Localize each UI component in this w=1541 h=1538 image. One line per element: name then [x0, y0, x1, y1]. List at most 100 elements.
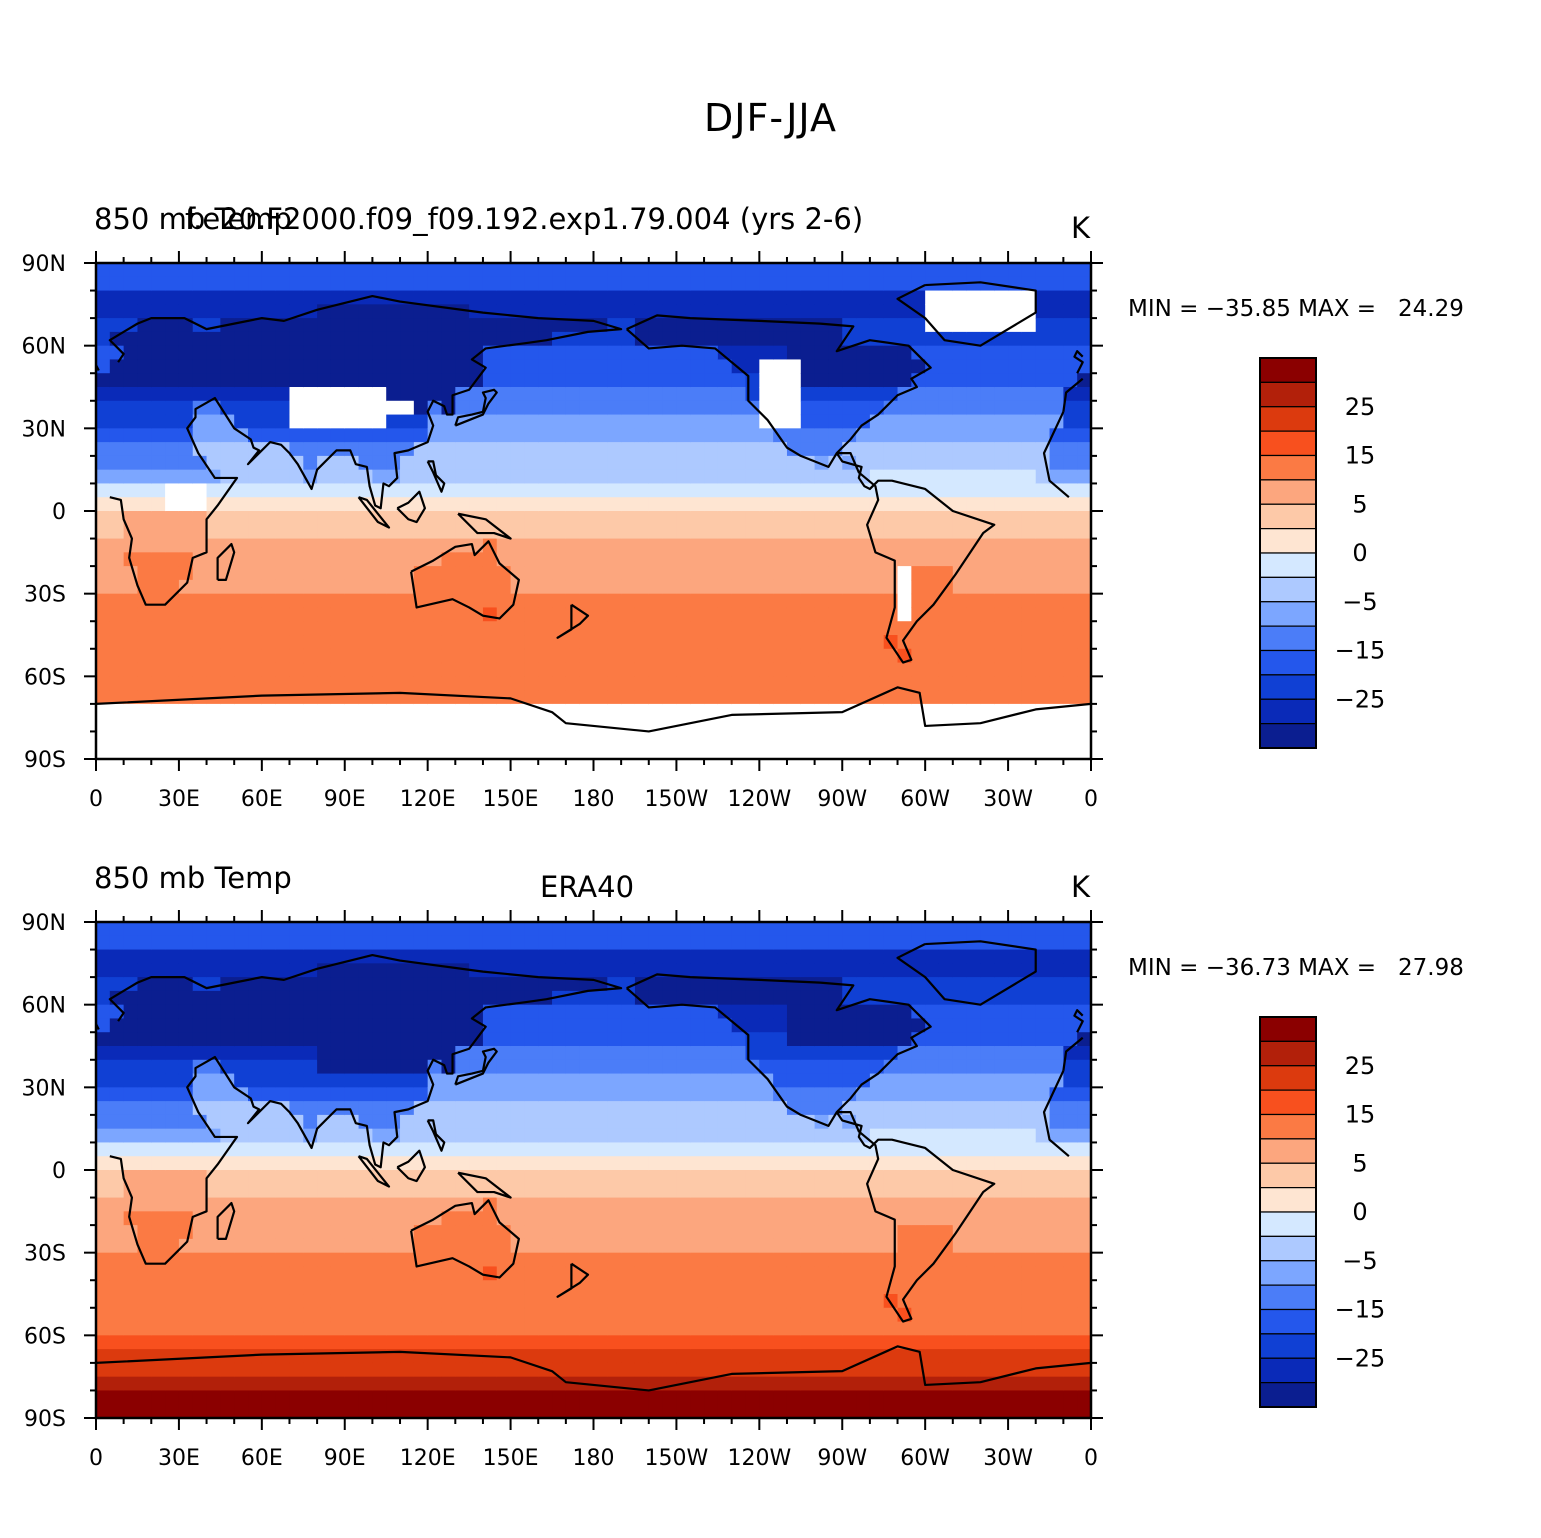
field-cell	[662, 566, 678, 581]
field-cell	[165, 1004, 180, 1020]
field-cell	[607, 1087, 622, 1102]
field-cell	[524, 304, 539, 319]
field-cell	[400, 483, 415, 498]
field-cell	[206, 1073, 221, 1088]
field-cell	[786, 345, 802, 361]
field-cell	[925, 414, 940, 429]
coastline-philippines	[426, 460, 446, 493]
field-cell	[317, 497, 332, 512]
field-cell	[248, 990, 263, 1006]
field-cell	[911, 428, 926, 443]
field-cell	[717, 1142, 733, 1157]
field-cell	[745, 1183, 760, 1199]
field-cell	[773, 1307, 788, 1323]
colorbar-swatch	[1259, 381, 1317, 408]
field-cell	[469, 676, 484, 691]
field-cell	[552, 1238, 567, 1254]
field-cell	[358, 359, 373, 374]
field-cell	[178, 1252, 194, 1268]
field-cell	[704, 497, 719, 512]
field-cell	[275, 990, 291, 1006]
field-cell	[676, 662, 691, 677]
field-cell	[441, 1349, 456, 1364]
field-cell	[386, 745, 401, 760]
field-cell	[289, 1280, 304, 1295]
field-cell	[96, 263, 111, 278]
field-cell	[980, 428, 995, 443]
field-cell	[994, 717, 1009, 733]
field-cell	[289, 1032, 304, 1047]
field-cell	[676, 1156, 691, 1171]
field-cell	[552, 414, 567, 429]
field-cell	[524, 455, 539, 471]
field-cell	[206, 662, 221, 677]
field-cell	[952, 373, 968, 388]
field-cell	[413, 1211, 429, 1226]
field-cell	[856, 304, 871, 319]
field-cell	[261, 373, 277, 388]
field-cell	[1008, 400, 1023, 416]
field-cell	[469, 469, 484, 485]
field-cell	[565, 318, 581, 333]
field-cell	[856, 745, 871, 760]
field-cell	[814, 1018, 830, 1033]
field-cell	[842, 1294, 857, 1309]
field-cell	[925, 331, 940, 347]
field-cell	[330, 524, 346, 540]
field-cell	[634, 1156, 650, 1171]
field-cell	[358, 276, 373, 292]
field-cell	[800, 1362, 816, 1378]
field-cell	[192, 731, 208, 746]
field-cell	[109, 607, 125, 622]
field-cell	[662, 593, 678, 609]
field-cell	[565, 662, 581, 677]
field-cell	[510, 1170, 525, 1185]
field-cell	[1021, 373, 1037, 388]
field-cell	[773, 1404, 788, 1419]
field-cell	[1021, 455, 1037, 471]
field-cell	[317, 1280, 332, 1295]
field-cell	[842, 1376, 857, 1392]
field-cell	[413, 1321, 429, 1336]
field-cell	[482, 1280, 498, 1295]
field-cell	[400, 1142, 415, 1157]
field-cell	[165, 1128, 180, 1144]
field-cell	[151, 1114, 166, 1130]
field-cell	[676, 263, 691, 278]
field-cell	[261, 1073, 277, 1088]
field-cell	[317, 635, 332, 650]
field-cell	[206, 290, 221, 305]
field-cell	[358, 690, 373, 705]
field-cell	[386, 1197, 401, 1212]
field-cell	[441, 1266, 456, 1281]
x-tick-label: 90W	[817, 787, 867, 812]
field-cell	[220, 579, 235, 595]
field-cell	[759, 1252, 774, 1268]
field-cell	[400, 359, 415, 374]
field-cell	[330, 1059, 346, 1075]
field-cell	[151, 935, 166, 951]
field-cell	[552, 703, 567, 719]
field-cell	[123, 579, 139, 595]
field-cell	[178, 1032, 194, 1047]
field-cell	[137, 345, 152, 361]
field-cell	[579, 676, 595, 691]
field-cell	[883, 1321, 899, 1336]
field-cell	[469, 1101, 484, 1116]
field-cell	[593, 483, 608, 498]
field-cell	[828, 428, 843, 443]
field-cell	[745, 1307, 760, 1323]
field-cell	[759, 359, 774, 374]
field-cell	[662, 524, 678, 540]
field-cell	[455, 1238, 470, 1254]
field-cell	[869, 1390, 885, 1405]
field-cell	[192, 703, 208, 719]
field-cell	[938, 648, 954, 664]
field-cell	[344, 990, 360, 1006]
field-cell	[344, 648, 360, 664]
field-cell	[303, 1073, 318, 1088]
field-cell	[165, 593, 180, 609]
field-cell	[192, 1266, 208, 1281]
field-cell	[607, 1197, 622, 1212]
field-cell	[261, 1349, 277, 1364]
